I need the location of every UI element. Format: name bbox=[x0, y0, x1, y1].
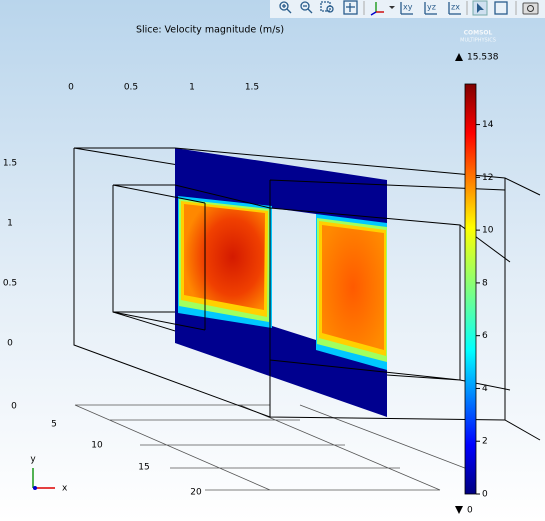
view-xy-button[interactable]: xy bbox=[400, 2, 413, 15]
floor-grid bbox=[74, 404, 471, 491]
view-default-button[interactable] bbox=[370, 2, 395, 16]
zoom-box-button[interactable] bbox=[320, 1, 334, 13]
y-axis-label: 15 bbox=[138, 463, 149, 473]
zoom-in-button[interactable] bbox=[279, 1, 292, 14]
colorbar: 0 2 4 6 8 10 12 14 15.538 0 bbox=[455, 53, 499, 516]
view-yz-button[interactable]: yz bbox=[424, 2, 437, 15]
logo: COMSOL bbox=[464, 30, 493, 37]
colorbar-tick-label: 4 bbox=[482, 384, 488, 394]
z-axis-label: 1.5 bbox=[3, 159, 17, 169]
toolbar: xy yz zx bbox=[270, 0, 545, 18]
axis-triad: y x bbox=[30, 455, 68, 494]
colorbar-tick-label: 14 bbox=[482, 120, 494, 130]
scene-light-button[interactable] bbox=[494, 1, 508, 15]
max-marker bbox=[455, 53, 463, 61]
colorbar-tick-label: 0 bbox=[482, 490, 488, 500]
zoom-out-button[interactable] bbox=[300, 1, 313, 14]
jet-region bbox=[184, 204, 265, 310]
x-axis-label: 1 bbox=[189, 83, 195, 93]
zoom-extents-button[interactable] bbox=[343, 0, 358, 15]
z-axis-label: 0.5 bbox=[3, 279, 17, 289]
x-axis-label: 0 bbox=[68, 83, 74, 93]
triad-label: x bbox=[62, 484, 68, 494]
colorbar-tick-label: 2 bbox=[482, 437, 488, 447]
logo: MULTIPHYSICS bbox=[460, 38, 496, 44]
button-label: xy bbox=[403, 3, 413, 12]
colorbar-tick-label: 10 bbox=[482, 226, 494, 236]
plot-title: Slice: Velocity magnitude (m/s) bbox=[136, 25, 284, 36]
min-marker bbox=[455, 506, 463, 514]
triad-label: y bbox=[30, 455, 36, 465]
image-snapshot-button[interactable] bbox=[522, 2, 539, 15]
y-axis-label: 5 bbox=[51, 420, 57, 430]
z-axis-label: 0 bbox=[7, 339, 13, 349]
colorbar-min-label: 0 bbox=[467, 506, 473, 516]
colorbar-tick-label: 8 bbox=[482, 278, 488, 288]
colorbar-tick-label: 12 bbox=[482, 173, 493, 183]
colorbar-tick-label: 6 bbox=[482, 331, 488, 341]
geometry-wireframe bbox=[112, 147, 541, 441]
jet-region bbox=[322, 225, 384, 350]
z-axis-label: 0 bbox=[11, 402, 17, 412]
x-axis-label: 1.5 bbox=[245, 83, 259, 93]
colorbar-max-label: 15.538 bbox=[467, 53, 499, 63]
select-button[interactable] bbox=[472, 0, 488, 16]
y-axis-label: 20 bbox=[190, 488, 202, 498]
y-axis-label: 10 bbox=[91, 441, 103, 451]
z-axis-label: 1 bbox=[7, 219, 13, 229]
button-label: zx bbox=[451, 3, 460, 12]
colorbar-scale bbox=[464, 83, 477, 495]
button-label: yz bbox=[427, 3, 436, 12]
x-axis-label: 0.5 bbox=[124, 83, 138, 93]
view-zx-button[interactable]: zx bbox=[448, 2, 461, 15]
velocity-slice bbox=[175, 148, 387, 417]
